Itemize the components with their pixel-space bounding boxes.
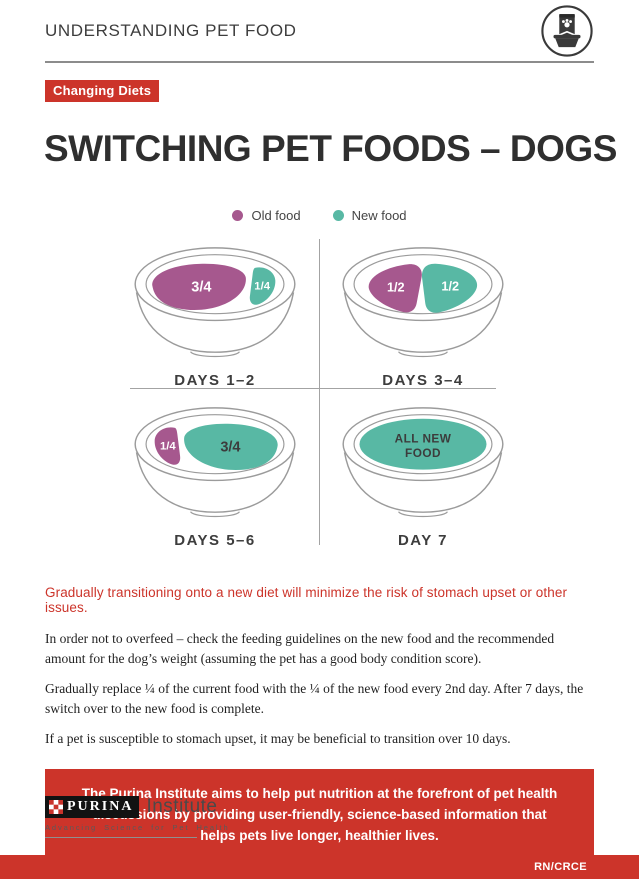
legend-label-new: New food [351,208,407,223]
logo-row: PURINA Institute [45,796,217,818]
all-new-food-label-line2: FOOD [405,447,441,460]
fraction-label: 1/2 [387,280,405,294]
bowl-label: DAYS 1–2 [174,372,256,389]
bowl-label: DAYS 3–4 [382,372,464,389]
all-new-food-label-line1: ALL NEW [395,432,452,445]
header: UNDERSTANDING PET FOOD [45,0,594,63]
bowl-diagram-grid: 3/4 1/4 DAYS 1–2 1/2 1/2 DAYS 3–4 [0,237,639,559]
logo-tagline: Advancing Science for Pet Health [45,823,228,838]
bowl-days-3-4: 1/2 1/2 DAYS 3–4 [318,237,528,389]
bowl-icon: ALL NEW FOOD [342,407,504,518]
pet-food-bag-bowl-icon [540,4,594,58]
footer-code: RN/CRCE [534,861,587,873]
legend-label-old: Old food [251,208,301,223]
paragraph: If a pet is susceptible to stomach upset… [45,731,511,747]
fraction-label: 1/2 [441,280,459,294]
fraction-label: 1/4 [160,441,176,453]
bowl-icon: 3/4 1/4 [134,247,296,358]
old-food-dot-icon [232,210,244,221]
legend: Old food New food [0,208,639,223]
new-food-dot-icon [332,210,344,221]
fraction-label: 1/4 [254,281,270,293]
paragraph: In order not to overfeed – check the fee… [45,631,555,666]
bowl-label: DAYS 5–6 [174,532,256,549]
lead-sentence: Gradually transitioning onto a new diet … [45,585,568,615]
paragraph: Gradually replace ¼ of the current food … [45,681,584,716]
page-title: SWITCHING PET FOODS – DOGS [44,128,617,169]
fraction-label: 3/4 [220,439,240,455]
legend-item-old-food: Old food [232,208,301,223]
footer-bar: RN/CRCE [0,855,639,879]
bowl-day-7: ALL NEW FOOD DAY 7 [318,397,528,549]
fraction-label: 3/4 [191,279,211,295]
purina-institute-logo: PURINA Institute Advancing Science for P… [45,796,228,838]
bowl-label: DAY 7 [397,532,449,549]
institute-text: Institute [146,796,218,817]
header-title: UNDERSTANDING PET FOOD [45,20,297,40]
vertical-divider [319,239,320,545]
purina-wordmark: PURINA [45,796,140,818]
section-badge: Changing Diets [45,80,160,102]
legend-item-new-food: New food [332,208,407,223]
purina-brand-text: PURINA [67,799,134,814]
body-copy: In order not to overfeed – check the fee… [45,629,594,749]
bowl-days-5-6: 1/4 3/4 DAYS 5–6 [110,397,320,549]
bowl-days-1-2: 3/4 1/4 DAYS 1–2 [110,237,320,389]
purina-checkerboard-icon [49,800,63,814]
horizontal-divider [130,388,496,389]
bowl-icon: 1/2 1/2 [342,247,504,358]
bowl-icon: 1/4 3/4 [134,407,296,518]
